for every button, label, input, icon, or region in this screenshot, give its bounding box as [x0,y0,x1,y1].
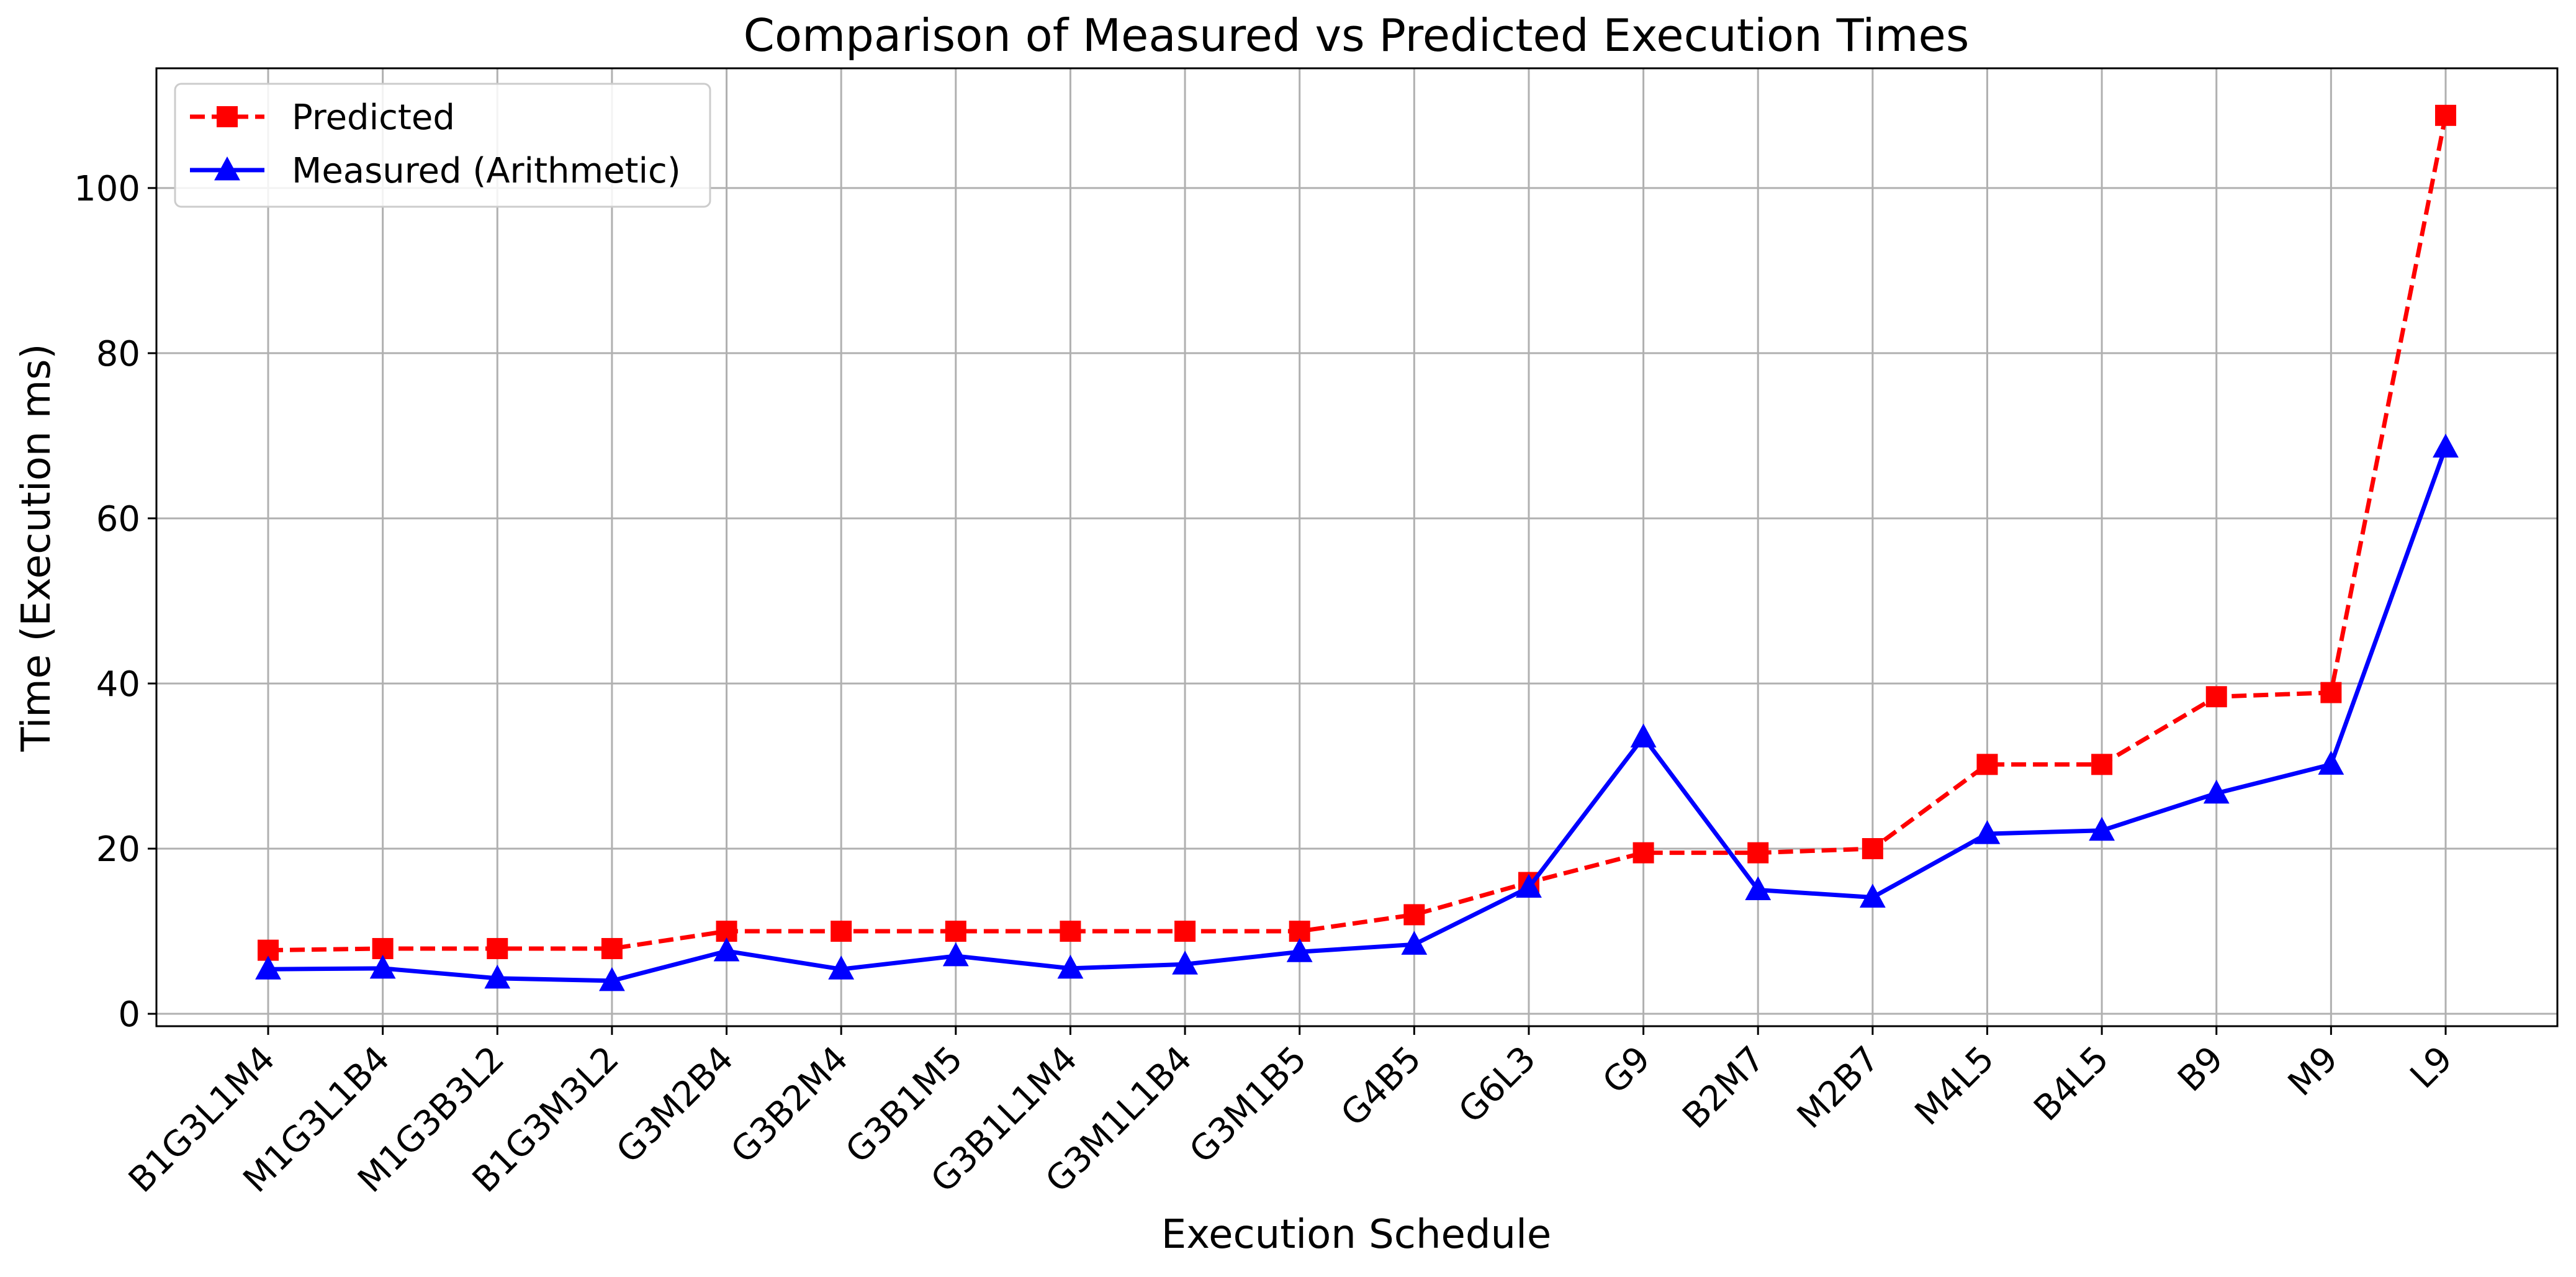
data-point-predicted [1862,838,1883,860]
data-point-measured [1516,873,1542,898]
data-point-predicted [601,937,623,959]
x-tick-label: L9 [2403,1039,2461,1096]
data-point-measured [1974,820,2001,844]
series-line-predicted [268,115,2448,953]
y-tick-label: 100 [74,169,140,209]
x-tick-label: B9 [2170,1039,2231,1099]
legend-label-predicted: Predicted [292,97,455,138]
data-point-measured [369,954,396,979]
data-point-predicted [487,937,508,959]
x-tick-label: G3M2B4 [609,1039,742,1171]
y-axis-ticks: 0 20 40 60 80 100 [74,169,156,1035]
data-point-measured [484,964,511,989]
y-tick-label: 0 [118,995,140,1035]
y-tick-label: 60 [96,499,140,539]
x-axis-label: Execution Schedule [1161,1212,1552,1258]
data-point-measured [713,937,740,962]
data-point-predicted [2091,754,2113,775]
x-tick-label: B2M7 [1675,1039,1773,1137]
series-line-measured [268,446,2448,983]
x-tick-label: M2B7 [1790,1039,1888,1137]
data-point-measured [1057,954,1084,979]
data-point-predicted [1060,921,1081,942]
data-point-predicted [831,921,852,942]
legend-marker-predicted [217,106,238,127]
data-point-measured [598,967,625,991]
y-tick-label: 80 [96,334,140,374]
y-tick-label: 20 [96,829,140,870]
data-point-measured [2089,816,2115,841]
legend-box [174,83,711,208]
series-measured [255,433,2459,991]
data-point-measured [942,942,969,967]
data-point-predicted [2435,104,2456,126]
x-tick-label: B4L5 [2026,1039,2117,1129]
data-point-predicted [2320,682,2342,703]
data-point-measured [1172,950,1198,975]
data-point-predicted [1174,921,1196,942]
data-point-measured [1859,883,1886,908]
data-point-measured [2318,751,2344,775]
data-point-measured [1286,938,1313,962]
x-tick-label: M9 [2281,1039,2346,1104]
data-point-predicted [1747,842,1769,864]
y-tick-label: 40 [96,664,140,705]
data-point-predicted [1976,754,1998,775]
data-point-measured [255,955,281,980]
data-point-measured [2433,433,2459,458]
data-point-predicted [1633,842,1654,864]
data-point-predicted [945,921,966,942]
legend-marker-measured [214,156,240,181]
data-point-predicted [2205,686,2227,708]
legend: Predicted Measured (Arithmetic) [174,83,711,208]
data-point-measured [2203,779,2230,804]
data-point-measured [828,955,855,980]
data-point-measured [1401,931,1428,955]
grid [156,68,2557,1026]
y-axis-label: Time (Execution ms) [14,344,60,752]
plot-area-frame [155,67,2559,1027]
chart-title: Comparison of Measured vs Predicted Exec… [744,9,1970,61]
x-tick-label: G3M1B5 [1182,1039,1315,1171]
x-tick-label: G4B5 [1333,1039,1429,1134]
x-tick-label: G9 [1595,1039,1659,1102]
data-point-measured [1745,876,1772,901]
x-tick-label: G6L3 [1451,1039,1544,1131]
x-tick-label: M4L5 [1907,1039,2002,1134]
series-predicted [258,104,2456,961]
x-axis-ticks: B1G3L1M4M1G3L1B4M1G3B3L2B1G3M3L2G3M2B4G3… [121,1026,2461,1201]
data-point-measured [1630,723,1657,747]
x-tick-label: G3B2M4 [724,1039,857,1171]
data-point-predicted [1403,904,1425,926]
legend-label-measured: Measured (Arithmetic) [292,151,681,191]
series-layer [255,104,2459,991]
